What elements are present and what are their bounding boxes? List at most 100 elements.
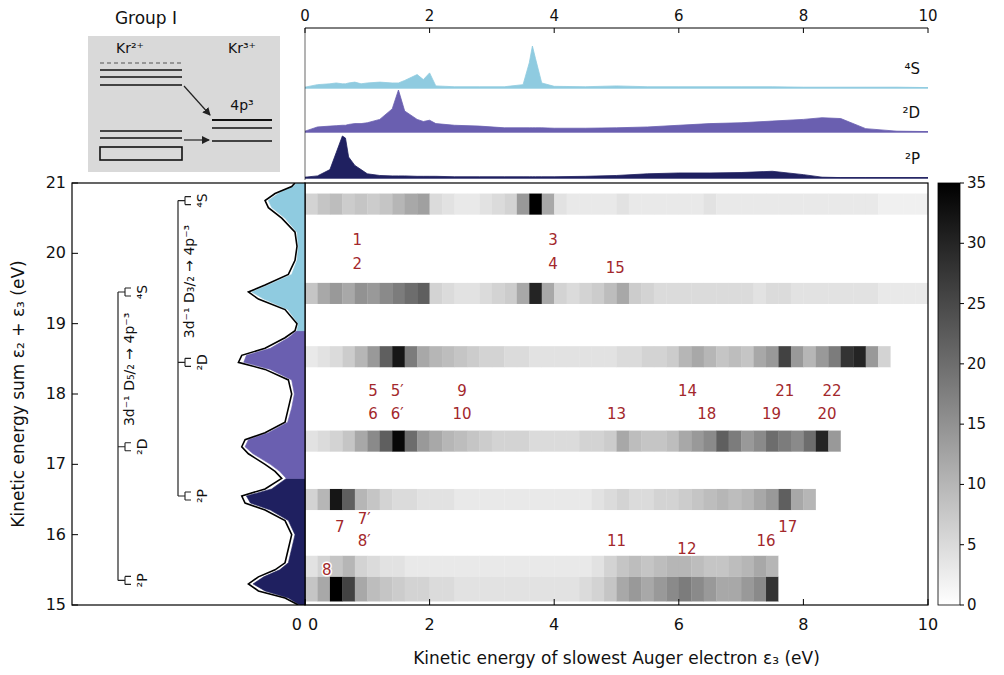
top-tick bbox=[928, 28, 929, 33]
heatmap-cell bbox=[529, 489, 542, 510]
heatmap-cell bbox=[704, 283, 717, 304]
heatmap-cell bbox=[766, 194, 779, 215]
heatmap-cell bbox=[916, 346, 928, 367]
energy-level bbox=[100, 69, 182, 71]
energy-level bbox=[100, 130, 182, 131]
heatmap-cell bbox=[903, 346, 916, 367]
heatmap-cell bbox=[442, 431, 455, 452]
heatmap-cell bbox=[417, 346, 430, 367]
heatmap-cell bbox=[654, 283, 667, 304]
x-tick-label: 10 bbox=[918, 615, 938, 634]
bracket-line bbox=[117, 292, 118, 580]
heatmap-cell bbox=[455, 194, 468, 215]
heatmap-cell bbox=[405, 346, 418, 367]
heatmap-cell bbox=[317, 431, 330, 452]
heatmap-cell bbox=[766, 556, 779, 577]
heatmap-cell bbox=[492, 431, 505, 452]
heatmap-cell bbox=[866, 283, 879, 304]
heatmap-cell bbox=[355, 346, 368, 367]
heatmap-cell bbox=[479, 194, 492, 215]
heatmap-cell bbox=[641, 194, 654, 215]
heatmap-cell bbox=[741, 346, 754, 367]
heatmap-cell bbox=[666, 194, 679, 215]
spectrum-label: ²P bbox=[905, 150, 920, 168]
heatmap-cell bbox=[691, 346, 704, 367]
heatmap-cell bbox=[467, 431, 480, 452]
heatmap-cell bbox=[841, 577, 854, 602]
heatmap-cell bbox=[504, 556, 517, 577]
heatmap-cell bbox=[367, 556, 380, 577]
heatmap-cell bbox=[529, 431, 542, 452]
colorbar-tick bbox=[960, 243, 964, 244]
heatmap-cell bbox=[317, 346, 330, 367]
energy-level bbox=[100, 76, 182, 78]
heatmap-cell bbox=[579, 577, 592, 602]
heatmap-cell bbox=[729, 283, 742, 304]
heatmap-cell bbox=[641, 283, 654, 304]
heatmap-cell bbox=[305, 577, 318, 602]
heatmap-cell bbox=[529, 346, 542, 367]
heatmap-cell bbox=[654, 194, 667, 215]
heatmap-cell bbox=[604, 577, 617, 602]
heatmap-cell bbox=[629, 194, 642, 215]
colorbar-tick bbox=[960, 544, 964, 545]
heatmap-cell bbox=[791, 346, 804, 367]
top-tick bbox=[803, 28, 804, 33]
heatmap-cell bbox=[479, 346, 492, 367]
top-panel-edge bbox=[305, 28, 306, 180]
heatmap-cell bbox=[467, 489, 480, 510]
heatmap-cell bbox=[716, 346, 729, 367]
peak-label: 8 bbox=[322, 561, 332, 579]
heatmap-cell bbox=[916, 283, 928, 304]
heatmap-cell bbox=[367, 346, 380, 367]
heatmap-cell bbox=[679, 556, 692, 577]
spectrum-label: ⁴S bbox=[904, 60, 920, 78]
heatmap-cell bbox=[853, 577, 866, 602]
heatmap-cell bbox=[330, 556, 343, 577]
heatmap-cell bbox=[604, 346, 617, 367]
bracket-level bbox=[118, 443, 131, 451]
bracket-level bbox=[178, 492, 191, 500]
heatmap-cell bbox=[455, 556, 468, 577]
spectrum-area bbox=[305, 90, 928, 132]
heatmap-cell bbox=[392, 556, 405, 577]
heatmap-cell bbox=[878, 577, 891, 602]
heatmap-cell bbox=[778, 577, 791, 602]
top-tick bbox=[678, 28, 679, 33]
heatmap-cell bbox=[828, 346, 841, 367]
spectrum-label: ²D bbox=[902, 104, 920, 122]
heatmap-cell bbox=[517, 283, 530, 304]
heatmap-cell bbox=[654, 489, 667, 510]
heatmap-cell bbox=[567, 489, 580, 510]
heatmap-cell bbox=[342, 283, 355, 304]
heatmap-cell bbox=[766, 431, 779, 452]
colorbar bbox=[938, 183, 960, 605]
heatmap-cell bbox=[617, 489, 630, 510]
peak-label: 19 bbox=[762, 405, 781, 423]
heatmap-cell bbox=[430, 556, 443, 577]
y-tick-label: 19 bbox=[46, 314, 66, 333]
heatmap-cell bbox=[666, 489, 679, 510]
projection-tick-label: 0 bbox=[292, 615, 302, 634]
heatmap-cell bbox=[604, 283, 617, 304]
heatmap-cell bbox=[592, 346, 605, 367]
heatmap-cell bbox=[305, 283, 318, 304]
heatmap-cell bbox=[517, 431, 530, 452]
heatmap-cell bbox=[691, 194, 704, 215]
peak-label: 17 bbox=[778, 518, 797, 536]
heatmap-cell bbox=[866, 577, 879, 602]
heatmap-cell bbox=[853, 346, 866, 367]
heatmap-cell bbox=[430, 431, 443, 452]
heatmap-cell bbox=[504, 194, 517, 215]
heatmap-cell bbox=[342, 346, 355, 367]
heatmap-cell bbox=[791, 556, 804, 577]
heatmap-cell bbox=[791, 194, 804, 215]
heatmap-cell bbox=[542, 283, 555, 304]
heatmap-cell bbox=[741, 556, 754, 577]
heatmap-cell bbox=[803, 556, 816, 577]
heatmap-cell bbox=[666, 346, 679, 367]
y-tick-label: 15 bbox=[46, 595, 66, 614]
y-tick-label: 16 bbox=[46, 525, 66, 544]
projection bbox=[238, 183, 305, 605]
colorbar-tick bbox=[960, 605, 964, 606]
